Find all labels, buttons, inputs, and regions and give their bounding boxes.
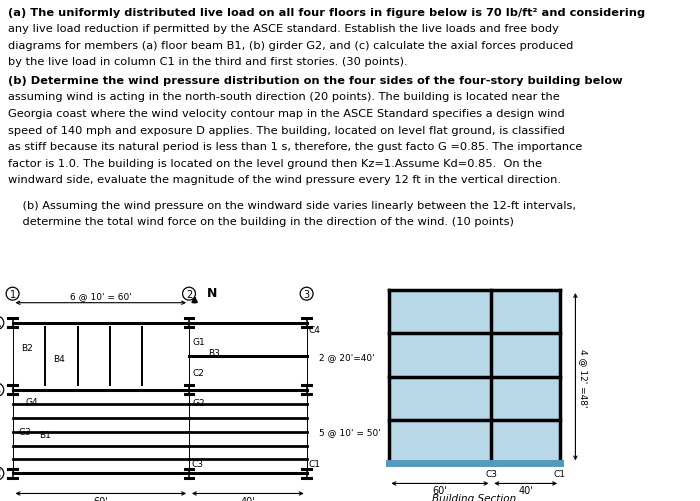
Bar — [389, 377, 491, 420]
Text: 3: 3 — [304, 289, 309, 299]
Text: assuming wind is acting in the north-south direction (20 points). The building i: assuming wind is acting in the north-sou… — [8, 92, 560, 102]
Text: determine the total wind force on the building in the direction of the wind. (10: determine the total wind force on the bu… — [8, 217, 514, 227]
Text: 4 @ 12' =48': 4 @ 12' =48' — [580, 348, 588, 406]
Text: 2: 2 — [186, 289, 192, 299]
Text: 6 @ 10' = 60': 6 @ 10' = 60' — [70, 291, 132, 300]
Text: speed of 140 mph and exposure D applies. The building, located on level flat gro: speed of 140 mph and exposure D applies.… — [8, 125, 566, 135]
Text: 1: 1 — [10, 289, 15, 299]
Bar — [491, 420, 560, 463]
Text: by the live load in column C1 in the third and first stories. (30 points).: by the live load in column C1 in the thi… — [8, 57, 408, 67]
Text: (a) The uniformly distributed live load on all four floors in figure below is 70: (a) The uniformly distributed live load … — [8, 8, 645, 18]
Text: 40': 40' — [240, 496, 256, 501]
Text: C3: C3 — [191, 459, 203, 468]
Text: C4: C4 — [309, 326, 321, 335]
Bar — [491, 334, 560, 377]
Text: B: B — [0, 385, 1, 395]
Text: C: C — [0, 468, 1, 478]
Text: G4: G4 — [25, 397, 38, 406]
Text: C1: C1 — [554, 469, 566, 478]
Text: C3: C3 — [485, 469, 498, 478]
Text: windward side, evaluate the magnitude of the wind pressure every 12 ft in the ve: windward side, evaluate the magnitude of… — [8, 175, 561, 185]
Text: 60': 60' — [433, 485, 447, 495]
Text: 2 @ 20'=40': 2 @ 20'=40' — [319, 352, 374, 361]
Text: (b) Assuming the wind pressure on the windward side varies linearly between the : (b) Assuming the wind pressure on the wi… — [8, 200, 576, 210]
Bar — [389, 291, 491, 334]
Bar — [491, 291, 560, 334]
Bar — [389, 420, 491, 463]
Text: as stiff because its natural period is less than 1 s, therefore, the gust facto : as stiff because its natural period is l… — [8, 142, 583, 152]
Text: G3: G3 — [18, 427, 31, 436]
Text: C1: C1 — [309, 459, 321, 468]
Text: N: N — [207, 287, 218, 300]
Text: B4: B4 — [53, 355, 65, 364]
Text: B2: B2 — [21, 343, 33, 352]
Text: Building Section: Building Section — [432, 493, 517, 501]
Text: 60': 60' — [93, 496, 108, 501]
Text: any live load reduction if permitted by the ASCE standard. Establish the live lo: any live load reduction if permitted by … — [8, 24, 559, 34]
Text: B1: B1 — [39, 430, 51, 439]
Text: (b) Determine the wind pressure distribution on the four sides of the four-story: (b) Determine the wind pressure distribu… — [8, 76, 623, 86]
Text: 40': 40' — [518, 485, 533, 495]
Text: C2: C2 — [193, 369, 204, 378]
Text: 5 @ 10' = 50': 5 @ 10' = 50' — [319, 427, 381, 436]
Text: Georgia coast where the wind velocity contour map in the ASCE Standard specifies: Georgia coast where the wind velocity co… — [8, 109, 565, 119]
Text: diagrams for members (a) floor beam B1, (b) girder G2, and (c) calculate the axi: diagrams for members (a) floor beam B1, … — [8, 41, 574, 51]
Text: B3: B3 — [209, 348, 220, 357]
Bar — [491, 377, 560, 420]
Text: G1: G1 — [193, 337, 205, 346]
Bar — [389, 334, 491, 377]
Text: G2: G2 — [193, 398, 205, 407]
Text: factor is 1.0. The building is located on the level ground then Kz=1.Assume Kd=0: factor is 1.0. The building is located o… — [8, 158, 542, 168]
Text: A: A — [0, 318, 1, 328]
